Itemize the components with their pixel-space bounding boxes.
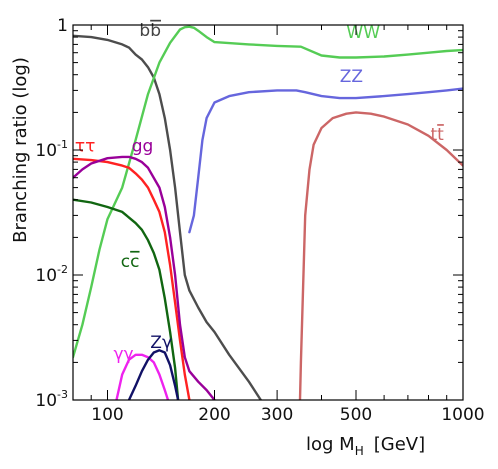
series-label-text: b bbox=[139, 21, 150, 41]
series-line-gg bbox=[73, 155, 216, 400]
series-label-tt: tt bbox=[431, 125, 445, 145]
series-label-tautau: ττ bbox=[75, 137, 95, 157]
y-tick-label-base: 10 bbox=[35, 141, 57, 161]
plot-frame bbox=[72, 24, 464, 401]
y-tick-label-base: 10 bbox=[35, 266, 57, 286]
series-label-text: γγ bbox=[114, 345, 134, 365]
series-label-text: Zγ bbox=[150, 333, 172, 353]
series-label-antiparticle: c bbox=[130, 252, 139, 272]
series-line-gammagamma bbox=[115, 353, 170, 400]
series-label-gammagamma: γγ bbox=[114, 345, 134, 365]
series-label-gg: gg bbox=[132, 137, 154, 157]
y-axis-title: Branching ratio (log) bbox=[10, 57, 31, 243]
curves-layer bbox=[73, 25, 463, 400]
y-tick-label-exponent: -3 bbox=[57, 388, 68, 401]
series-line-zgamma bbox=[127, 349, 180, 400]
series-line-bb bbox=[73, 34, 262, 400]
y-tick-label: 10-3 bbox=[35, 388, 68, 411]
y-tick-label-exponent: -2 bbox=[57, 263, 68, 276]
series-label-bb: bb bbox=[139, 21, 161, 41]
x-tick-label: 1000 bbox=[441, 405, 484, 425]
series-line-cc bbox=[73, 198, 180, 400]
series-label-zgamma: Zγ bbox=[150, 333, 172, 353]
series-label-zz: ZZ bbox=[340, 67, 363, 87]
x-tick-label: 300 bbox=[261, 405, 293, 425]
series-label-antiparticle: b bbox=[150, 21, 161, 41]
series-label-text: ZZ bbox=[340, 67, 363, 87]
x-tick-label: 100 bbox=[91, 405, 123, 425]
series-line-tt bbox=[298, 111, 463, 400]
series-label-antiparticle: t bbox=[437, 125, 444, 145]
y-tick-label-base: 1 bbox=[57, 16, 68, 36]
series-line-zz bbox=[188, 87, 463, 234]
x-axis-title-main: log M bbox=[306, 434, 355, 455]
y-tick-label-exponent: -1 bbox=[57, 138, 68, 151]
series-line-tautau bbox=[73, 157, 191, 400]
x-axis-title: log MH [GeV] bbox=[306, 434, 425, 458]
series-labels-layer: bb WW ZZ tt ττ gg cc γγ Zγ bbox=[75, 21, 444, 365]
x-tick-label: 200 bbox=[198, 405, 230, 425]
series-label-ww: WW bbox=[346, 23, 380, 43]
series-label-cc: cc bbox=[121, 252, 140, 272]
series-label-text: t bbox=[431, 125, 438, 145]
y-tick-label: 10-2 bbox=[35, 263, 68, 286]
series-label-text: WW bbox=[346, 23, 380, 43]
x-axis-title-subscript: H bbox=[355, 444, 364, 458]
series-label-text: ττ bbox=[75, 137, 95, 157]
y-tick-label-base: 10 bbox=[35, 391, 57, 411]
x-axis-title-unit: [GeV] bbox=[374, 434, 425, 455]
x-tick-label: 500 bbox=[340, 405, 372, 425]
series-line-ww bbox=[73, 25, 463, 359]
series-label-text: gg bbox=[132, 137, 154, 157]
plot-background bbox=[73, 25, 463, 400]
y-tick-label: 10-1 bbox=[35, 138, 68, 161]
y-tick-label: 1 bbox=[57, 16, 68, 36]
series-label-text: c bbox=[121, 252, 130, 272]
